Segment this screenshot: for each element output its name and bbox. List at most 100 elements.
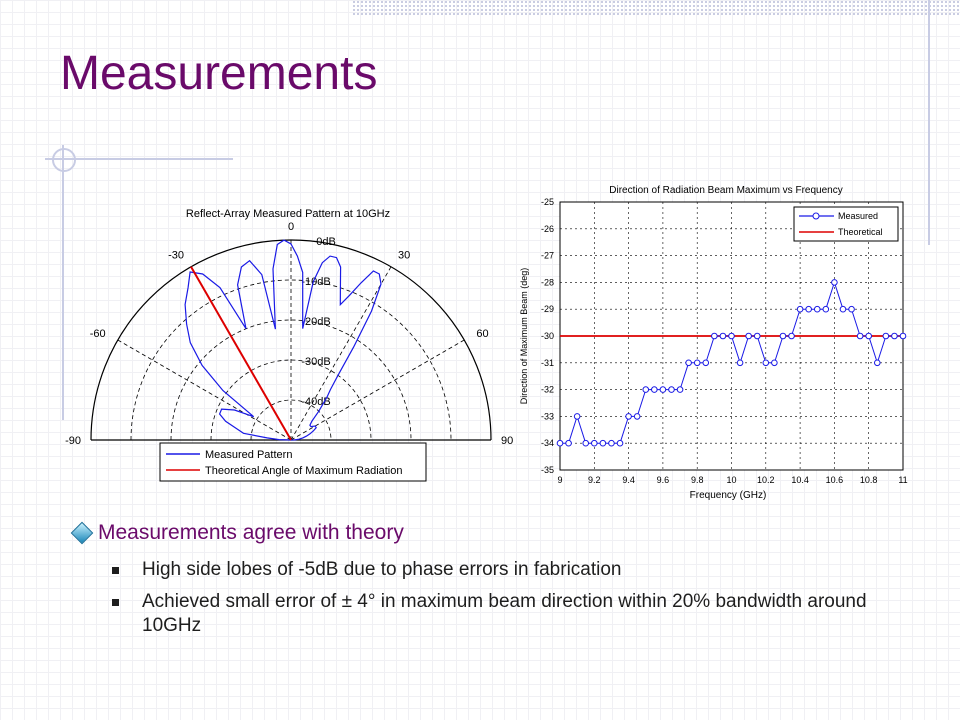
- beam-y-tick-label: -29: [541, 304, 554, 314]
- beam-measured-point: [676, 386, 684, 393]
- polar-grid-ring: [250, 399, 332, 441]
- polar-grid-spoke: [290, 339, 465, 441]
- polar-chart-title: Reflect-Array Measured Pattern at 10GHz: [186, 208, 390, 220]
- beam-y-tick-label: -35: [541, 465, 554, 475]
- beam-legend-box: [793, 206, 899, 242]
- beam-measured-point: [693, 359, 701, 367]
- beam-x-tick-label: 10.8: [860, 475, 878, 485]
- beam-y-tick-label: -31: [541, 358, 554, 368]
- beam-x-tick-label: 10: [726, 475, 736, 485]
- beam-chart-ylabel: Direction of Maximum Beam (deg): [519, 268, 529, 405]
- beam-measured-point: [573, 413, 581, 420]
- beam-measured-point: [599, 439, 607, 447]
- polar-angle-label: -60: [90, 328, 106, 340]
- beam-measured-point: [633, 413, 641, 420]
- beam-y-tick-label: -26: [541, 224, 554, 234]
- beam-measured-point: [813, 305, 821, 313]
- bullet-sub-1: High side lobes of -5dB due to phase err…: [60, 558, 882, 582]
- slide-title: Measurements: [60, 47, 378, 100]
- polar-radial-label: -30dB: [301, 356, 330, 368]
- square-bullet-icon: [112, 567, 119, 574]
- beam-measured-point: [685, 359, 692, 367]
- beam-measured-point: [591, 439, 598, 447]
- beam-measured-point: [762, 359, 770, 367]
- beam-chart-legend: Measured Theoretical: [793, 206, 899, 242]
- beam-measured-point: [873, 359, 881, 367]
- polar-grid-spoke: [117, 339, 292, 441]
- beam-chart-tick-labels: 9 9.2 9.4 9.6 9.8 10 10.2 10.4 10.6 10.8 11 -25 -26 -…: [541, 197, 908, 485]
- bullet-list: Measurements agree with theory High side…: [60, 516, 940, 638]
- beam-measured-point: [728, 332, 735, 340]
- bullet-sub-2-text: Achieved small error of ± 4° in maximum …: [142, 591, 867, 636]
- beam-measured-point: [642, 386, 650, 393]
- beam-chart-data: [556, 279, 907, 447]
- beam-y-tick-label: -28: [541, 277, 554, 287]
- polar-measured-line: [184, 239, 382, 441]
- polar-grid: [90, 239, 492, 441]
- beam-y-tick-label: -25: [541, 197, 554, 207]
- beam-legend-measured-label: Measured: [838, 211, 878, 221]
- beam-measured-point: [736, 359, 744, 367]
- beam-measured-point: [848, 305, 855, 313]
- beam-measured-point: [865, 332, 873, 340]
- beam-measured-point: [839, 305, 847, 313]
- beam-measured-point: [822, 305, 830, 313]
- slide-decor-line-right: [928, 0, 930, 245]
- polar-angle-label: 90: [501, 435, 513, 447]
- square-bullet-icon: [112, 599, 119, 606]
- beam-measured-point: [608, 439, 615, 447]
- polar-legend-box: [159, 442, 427, 482]
- polar-angle-label: -30: [168, 250, 184, 262]
- beam-x-tick-label: 9.4: [622, 475, 635, 485]
- beam-measured-point: [805, 305, 812, 313]
- bullet-main: Measurements agree with theory: [60, 516, 940, 550]
- polar-legend-theoretical-label: Theoretical Angle of Maximum Radiation: [205, 465, 402, 477]
- beam-measured-point: [771, 359, 778, 367]
- beam-x-tick-label: 10.2: [757, 475, 775, 485]
- polar-angle-label: 60: [476, 328, 488, 340]
- beam-measured-point: [616, 439, 624, 447]
- beam-measured-point: [582, 439, 590, 447]
- beam-measured-point: [856, 332, 864, 340]
- beam-measured-point: [788, 332, 795, 340]
- bullet-sub-2: Achieved small error of ± 4° in maximum …: [60, 590, 882, 638]
- slide-decor-line: [45, 158, 233, 160]
- beam-measured-point: [711, 332, 718, 340]
- beam-x-tick-label: 11: [898, 475, 907, 485]
- beam-measured-point: [779, 332, 787, 340]
- bullet-sub-1-text: High side lobes of -5dB due to phase err…: [142, 559, 622, 580]
- polar-radial-label: -40dB: [301, 396, 330, 408]
- polar-legend-measured-label: Measured Pattern: [205, 449, 292, 461]
- beam-measured-point: [831, 279, 838, 286]
- beam-y-tick-label: -34: [541, 438, 554, 448]
- beam-measured-point: [565, 439, 572, 447]
- polar-radial-label: -10dB: [301, 276, 330, 288]
- polar-radial-label: -20dB: [301, 316, 330, 328]
- beam-measured-point: [745, 332, 752, 340]
- bullet-main-text: Measurements agree with theory: [98, 521, 404, 544]
- polar-theoretical-line: [190, 266, 292, 441]
- beam-measured-point: [702, 359, 710, 367]
- beam-measured-point: [668, 386, 675, 393]
- polar-tick-labels: -90 -60 -30 0 30 60 90 0dB -10dB -20dB -30dB -40dB: [65, 221, 513, 447]
- beam-measured-point: [796, 305, 804, 313]
- polar-data: [184, 239, 382, 441]
- diamond-bullet-icon: [70, 521, 94, 545]
- beam-chart-title: Direction of Radiation Beam Maximum vs F…: [609, 185, 842, 196]
- beam-x-tick-label: 9.8: [691, 475, 704, 485]
- slide-dotted-band: [352, 0, 960, 16]
- beam-x-tick-label: 9.6: [657, 475, 670, 485]
- beam-y-tick-label: -32: [541, 385, 554, 395]
- beam-measured-point: [899, 332, 907, 340]
- polar-grid-ring: [170, 319, 412, 441]
- beam-measured-point: [625, 413, 632, 420]
- polar-legend: Measured Pattern Theoretical Angle of Ma…: [159, 442, 427, 482]
- polar-radial-label: 0dB: [316, 236, 336, 248]
- slide-decor-line-vertical: [62, 145, 64, 420]
- polar-grid-ring: [210, 359, 372, 441]
- beam-measured-point: [651, 386, 658, 393]
- beam-x-tick-label: 9: [557, 475, 562, 485]
- polar-angle-label: 0: [288, 221, 294, 233]
- beam-y-tick-label: -33: [541, 411, 554, 421]
